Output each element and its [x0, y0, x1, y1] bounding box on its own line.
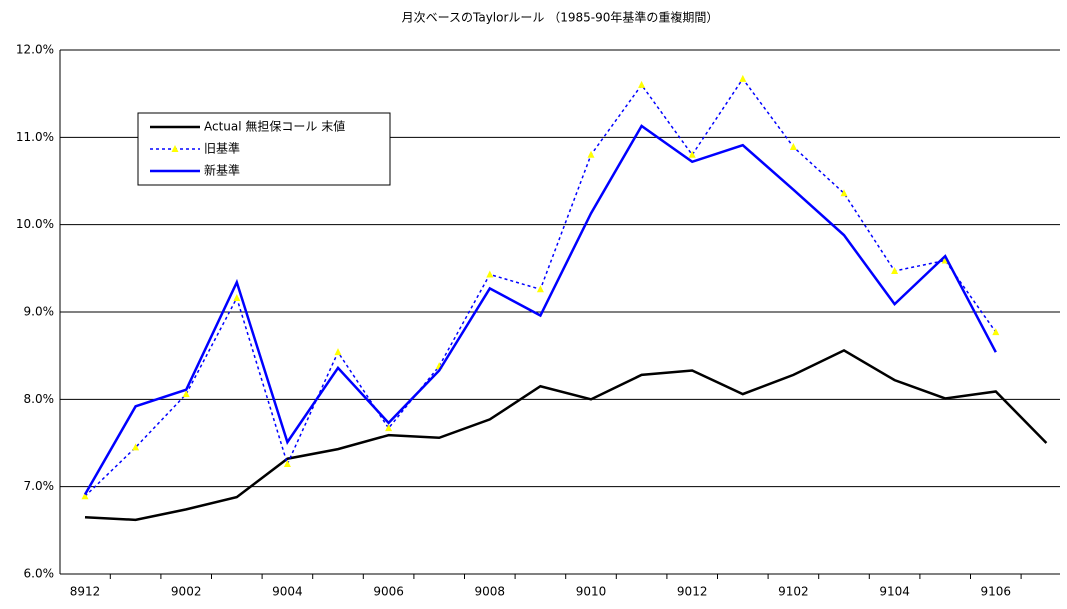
- data-marker: [638, 80, 646, 88]
- data-marker: [688, 150, 696, 158]
- x-tick-label: 9010: [576, 585, 607, 599]
- y-tick-label: 11.0%: [16, 130, 54, 144]
- legend-label: 旧基準: [204, 141, 240, 156]
- y-tick-label: 9.0%: [24, 305, 55, 319]
- data-marker: [132, 443, 140, 451]
- data-marker: [334, 348, 342, 356]
- x-tick-label: 9106: [981, 585, 1012, 599]
- series-line: [83, 124, 997, 496]
- data-marker: [536, 285, 544, 293]
- x-tick-label: 9012: [677, 585, 708, 599]
- data-marker: [587, 150, 595, 158]
- data-marker: [283, 459, 291, 467]
- x-tick-label: 9102: [778, 585, 809, 599]
- series-line: [84, 349, 1048, 522]
- legend-marker: [171, 145, 179, 152]
- data-marker: [182, 390, 190, 398]
- data-marker: [81, 492, 89, 500]
- x-tick-label: 9002: [171, 585, 202, 599]
- legend-label: Actual 無担保コール 末値: [204, 119, 345, 134]
- y-tick-label: 10.0%: [16, 217, 54, 231]
- data-marker: [891, 266, 899, 274]
- x-tick-label: 9006: [373, 585, 404, 599]
- x-tick-label: 9008: [475, 585, 506, 599]
- x-tick-label: 8912: [70, 585, 101, 599]
- y-tick-label: 6.0%: [24, 567, 55, 581]
- data-marker: [789, 142, 797, 150]
- y-tick-label: 7.0%: [24, 479, 55, 493]
- x-tick-label: 9004: [272, 585, 303, 599]
- data-marker: [486, 270, 494, 278]
- legend-label: 新基準: [204, 163, 240, 178]
- data-marker: [992, 328, 1000, 336]
- x-tick-label: 9104: [879, 585, 910, 599]
- data-marker: [233, 294, 241, 302]
- y-tick-label: 12.0%: [16, 43, 54, 57]
- data-marker: [739, 74, 747, 82]
- data-marker: [385, 424, 393, 432]
- chart-title: 月次ベースのTaylorルール （1985-90年基準の重複期間）: [402, 10, 719, 25]
- y-tick-label: 8.0%: [24, 392, 55, 406]
- data-marker: [840, 189, 848, 197]
